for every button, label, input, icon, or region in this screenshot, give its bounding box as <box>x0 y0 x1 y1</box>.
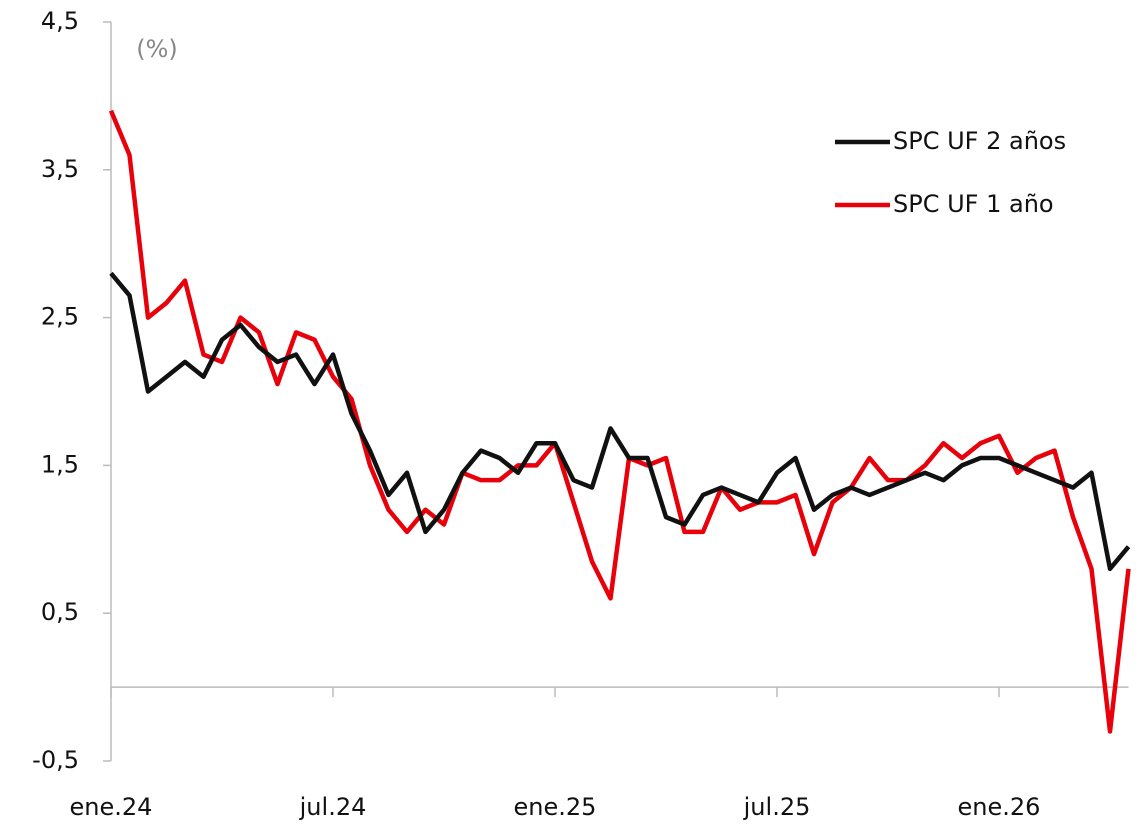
legend-label: SPC UF 1 año <box>893 190 1054 218</box>
x-tick-label: jul.24 <box>299 793 367 821</box>
y-tick-label: 4,5 <box>41 7 79 35</box>
y-tick-label: -0,5 <box>32 746 79 774</box>
x-tick-label: ene.25 <box>514 793 597 821</box>
y-tick-label: 2,5 <box>41 303 79 331</box>
x-tick-label: ene.24 <box>70 793 153 821</box>
y-tick-label: 3,5 <box>41 155 79 183</box>
x-tick-label: ene.26 <box>958 793 1041 821</box>
y-tick-label: 0,5 <box>41 598 79 626</box>
x-tick-label: jul.25 <box>743 793 811 821</box>
y-tick-label: 1,5 <box>41 450 79 478</box>
series-line <box>109 271 1131 572</box>
legend-label: SPC UF 2 años <box>893 127 1066 155</box>
unit-annotation: (%) <box>136 35 178 63</box>
series-line <box>108 109 1131 734</box>
